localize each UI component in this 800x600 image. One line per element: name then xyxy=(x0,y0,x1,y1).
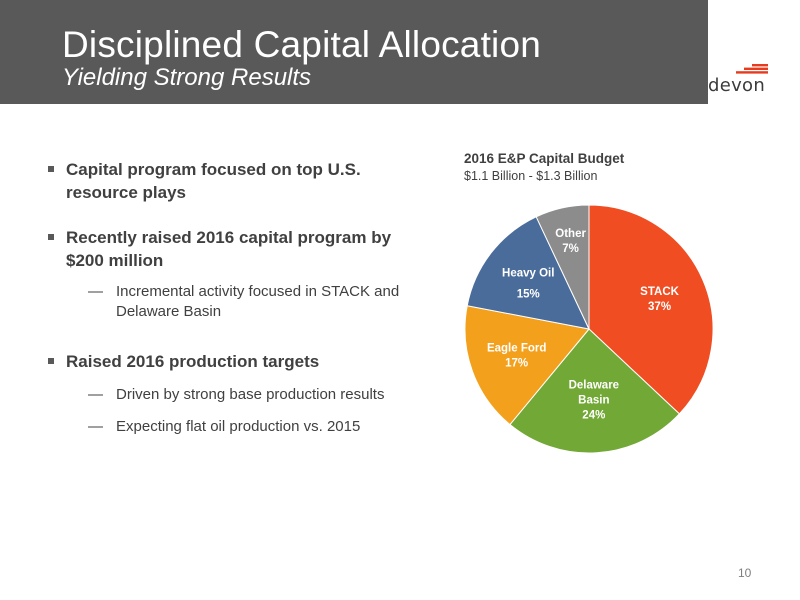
sub-bullet-text: Incremental activity focused in STACK an… xyxy=(116,283,400,320)
chart-title: 2016 E&P Capital Budget xyxy=(464,151,625,166)
bullet-square-icon xyxy=(48,358,54,364)
bullet-list: Capital program focused on top U.S. reso… xyxy=(44,158,424,437)
chart-subtitle: $1.1 Billion - $1.3 Billion xyxy=(464,169,598,183)
logo-bars-icon xyxy=(736,64,768,74)
bullet-text: Recently raised 2016 capital program by … xyxy=(66,228,392,270)
bullet-item: Capital program focused on top U.S. reso… xyxy=(44,158,424,204)
sub-bullet-item: — Driven by strong base production resul… xyxy=(44,385,424,405)
bullet-item: Recently raised 2016 capital program by … xyxy=(44,226,424,272)
bullet-square-icon xyxy=(48,234,54,240)
sub-bullet-text: Expecting flat oil production vs. 2015 xyxy=(116,418,361,435)
pie-slice-other xyxy=(535,204,590,330)
pie-label-stack: STACK 37% xyxy=(640,286,679,313)
pie-slice-eagle-ford xyxy=(464,305,590,426)
devon-logo: devon xyxy=(704,62,784,96)
sub-bullet-text: Driven by strong base production results xyxy=(116,386,385,403)
pie-label-delaware-basin: Delaware Basin 24% xyxy=(569,380,620,422)
bullet-text: Raised 2016 production targets xyxy=(66,352,320,371)
slide-subtitle: Yielding Strong Results xyxy=(62,64,312,91)
bullet-text: Capital program focused on top U.S. reso… xyxy=(66,160,361,202)
sub-bullet-item: — Expecting flat oil production vs. 2015 xyxy=(44,417,424,437)
slide-title: Disciplined Capital Allocation xyxy=(62,24,542,65)
pie-slice-delaware-basin xyxy=(509,328,681,454)
pie-slice-heavy-oil xyxy=(466,216,590,330)
bullet-square-icon xyxy=(48,166,54,172)
sub-bullet-item: — Incremental activity focused in STACK … xyxy=(44,282,424,322)
pie-slice-stack xyxy=(588,204,714,415)
dash-icon: — xyxy=(88,386,103,403)
pie-label-other: Other 7% xyxy=(555,228,586,255)
dash-icon: — xyxy=(88,283,103,300)
bullet-item: Raised 2016 production targets xyxy=(44,350,424,373)
dash-icon: — xyxy=(88,418,103,435)
pie-label-eagle-ford: Eagle Ford 17% xyxy=(487,343,546,370)
pie-label-heavy-oil: Heavy Oil 15% xyxy=(502,267,554,300)
header-bar: Disciplined Capital Allocation Yielding … xyxy=(0,0,708,104)
logo-text: devon xyxy=(708,75,766,96)
page-number: 10 xyxy=(738,566,752,580)
